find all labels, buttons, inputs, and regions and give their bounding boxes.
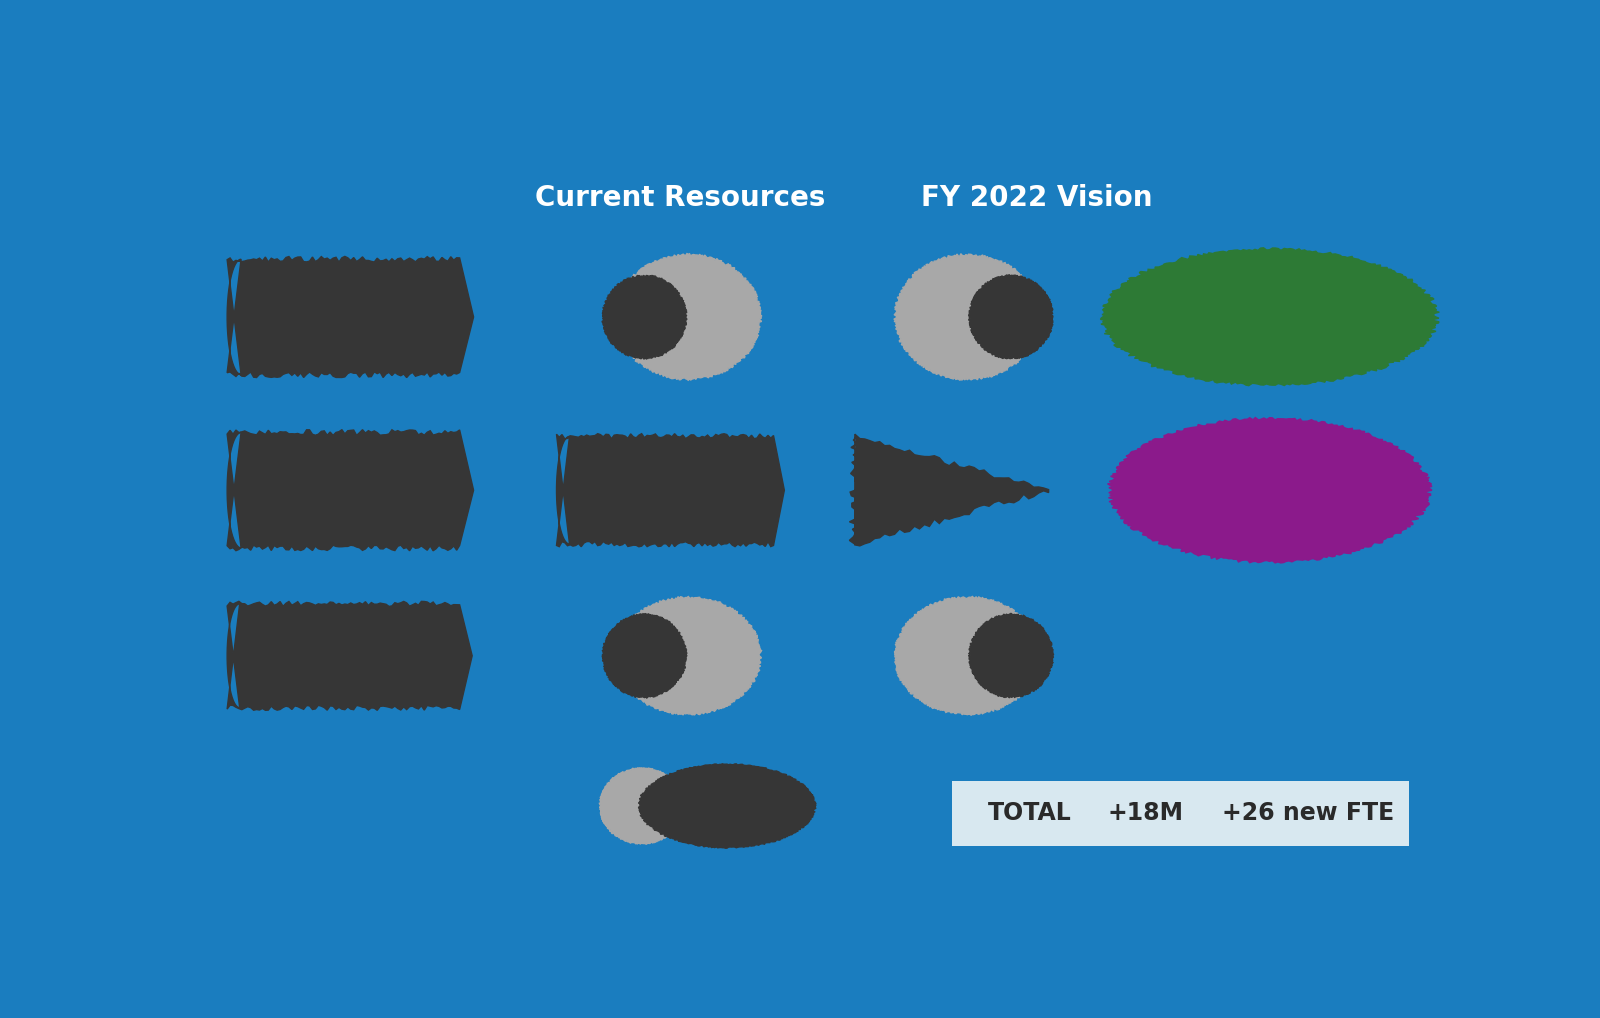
Text: Current Resources: Current Resources [536,183,826,212]
Polygon shape [1101,247,1440,386]
Text: TOTAL: TOTAL [987,801,1070,826]
Polygon shape [638,764,816,848]
Polygon shape [557,434,784,547]
Polygon shape [600,768,685,844]
Polygon shape [850,434,1048,546]
FancyBboxPatch shape [952,781,1410,846]
Polygon shape [1107,417,1432,563]
Polygon shape [894,597,1040,716]
Polygon shape [614,597,762,715]
Text: +18M: +18M [1107,801,1184,826]
Polygon shape [227,430,474,551]
Polygon shape [227,602,472,711]
Polygon shape [602,614,686,698]
Text: +26 new FTE: +26 new FTE [1222,801,1394,826]
Polygon shape [616,253,762,381]
Polygon shape [227,257,474,378]
Polygon shape [894,253,1040,380]
Polygon shape [602,275,686,359]
Polygon shape [968,614,1053,698]
Text: FY 2022 Vision: FY 2022 Vision [922,183,1152,212]
Polygon shape [968,275,1053,359]
